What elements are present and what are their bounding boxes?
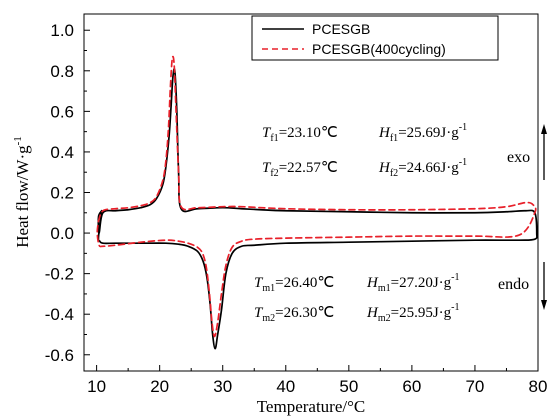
plot-frame [83,13,539,372]
y-tick-labels: -0.6 -0.4 -0.2 0.0 0.2 0.4 0.6 0.8 1.0 [45,21,74,365]
x-tick-label-40: 40 [276,377,295,396]
y-tick-label: 0.2 [50,184,74,203]
x-tick-label-70: 70 [465,377,484,396]
y-tick-label: 0.8 [50,62,74,81]
exo-label: exo [507,149,530,166]
legend: PCESGB PCESGB(400cycling) [251,15,499,61]
annotation-tf2: Tf2=22.57℃ [262,160,338,179]
exo-arrow-head-icon [541,124,547,134]
x-tick-label-80: 80 [529,377,547,396]
x-tick-label-30: 30 [213,377,232,396]
y-axis-title-main: Heat flow/W·g [13,145,32,248]
legend-label-pcesgb-400cycling: PCESGB(400cycling) [312,41,446,57]
y-tick-label: -0.2 [45,265,74,284]
series-line-pcesgb-400cycling [96,55,537,338]
x-tick-label-20: 20 [150,377,169,396]
endo-arrow-head-icon [541,300,547,310]
x-tick-label-10: 10 [87,377,106,396]
y-tick-label: 0.6 [50,102,74,121]
annotation-tm2: Tm2=26.30℃ [254,305,334,324]
y-axis-title: Heat flow/W·g-1 [12,136,32,248]
annotation-hf1: Hf1=25.69J·g-1 [378,122,467,144]
x-tick-label-50: 50 [339,377,358,396]
y-tick-label: 1.0 [50,21,74,40]
series-group [96,55,538,350]
annotation-tm1: Tm1=26.40℃ [254,275,334,294]
legend-label-pcesgb: PCESGB [312,21,370,37]
x-axis-title: Temperature/°C [257,397,366,416]
annotation-hm2: Hm2=25.95J·g-1 [366,302,460,324]
annotation-tf1: Tf1=23.10℃ [262,125,338,144]
y-tick-label: -0.4 [45,305,74,324]
legend-box [251,15,499,61]
annotation-hf2: Hf2=24.66J·g-1 [378,157,467,179]
y-tick-label: 0.0 [50,224,74,243]
annotation-hm1: Hm1=27.20J·g-1 [366,272,460,294]
y-tick-label: 0.4 [50,143,74,162]
x-tick-label-60: 60 [402,377,421,396]
y-axis-title-sup: -1 [12,136,24,145]
x-tick-labels: 10 20 30 40 50 60 70 80 [87,377,547,396]
endo-label: endo [498,276,529,293]
y-tick-label: -0.6 [45,346,74,365]
